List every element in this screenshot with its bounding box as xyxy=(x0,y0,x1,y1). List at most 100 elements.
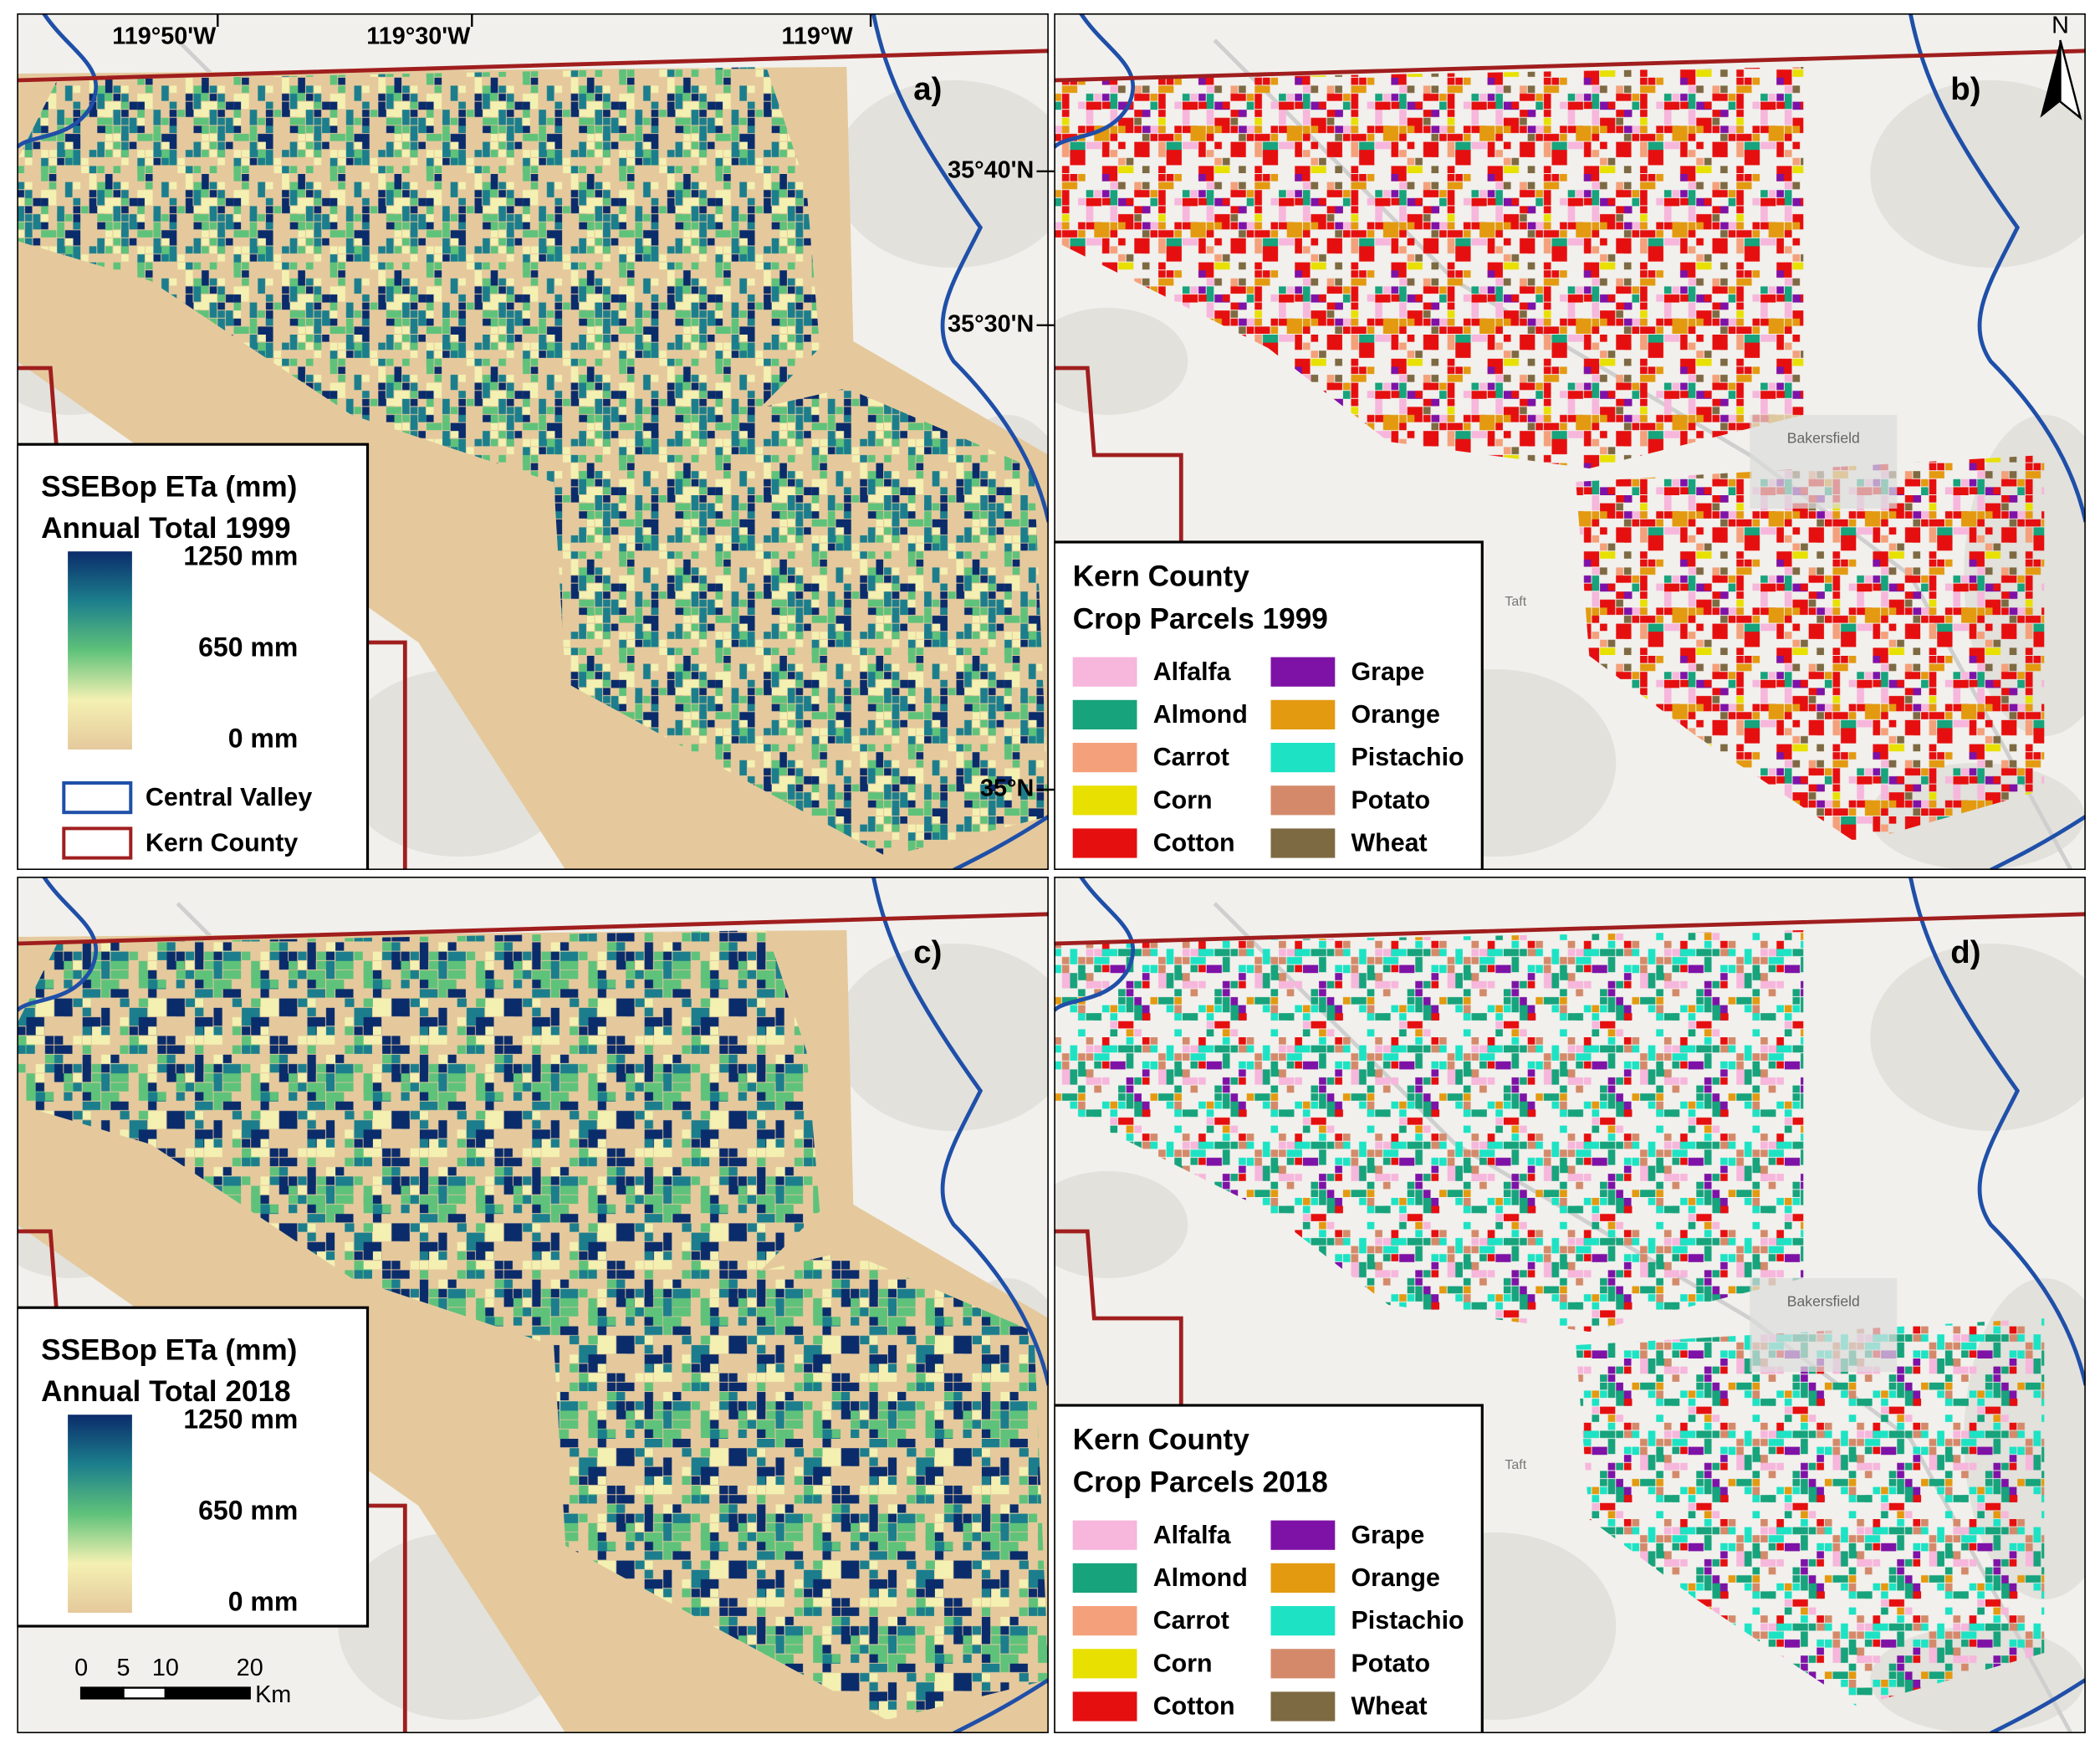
et-parcels xyxy=(552,1251,1049,1720)
legend-title: Annual Total 1999 xyxy=(41,512,291,545)
longitude-label: 119°W xyxy=(782,23,854,49)
legend-label: Orange xyxy=(1351,700,1440,729)
crop-parcels xyxy=(1576,455,2045,843)
legend-swatch xyxy=(1072,1649,1137,1679)
latitude-label: 35°30'N xyxy=(948,310,1034,337)
legend-swatch xyxy=(1072,1563,1137,1593)
et-parcels xyxy=(17,930,820,1345)
legend-label: Potato xyxy=(1351,785,1431,814)
terrain xyxy=(1870,80,2086,268)
legend-swatch xyxy=(62,781,133,815)
scale-tick-label: 0 xyxy=(74,1655,88,1681)
longitude-label: 119°30'W xyxy=(366,23,471,49)
legend-tick-label: 650 mm xyxy=(198,1495,298,1525)
legend-label: Wheat xyxy=(1351,829,1428,857)
legend-ramp xyxy=(68,551,132,750)
latitude-label: 35°40'N xyxy=(948,156,1034,183)
legend-label: Corn xyxy=(1153,1649,1213,1677)
legend-title: Crop Parcels 1999 xyxy=(1073,603,1328,636)
latitude-label: 35°N xyxy=(980,775,1034,802)
legend-title: Kern County xyxy=(1073,560,1250,592)
place-label: Bakersfield xyxy=(1787,429,1860,446)
map-panel: Bakersfield Taft b) Kern County Crop Parcels… xyxy=(1054,13,2086,870)
crop-parcels xyxy=(1054,930,1804,1332)
crop-parcels xyxy=(1576,1318,2045,1706)
legend-swatch xyxy=(1270,699,1336,729)
legend-label: Cotton xyxy=(1153,829,1235,857)
crop-parcels xyxy=(1054,67,1804,468)
legend-swatch xyxy=(1270,1606,1336,1636)
terrain xyxy=(833,80,1049,268)
scale-segment xyxy=(122,1686,167,1700)
panel-label: c) xyxy=(913,934,942,970)
terrain xyxy=(833,944,1049,1131)
legend-label: Alfalfa xyxy=(1153,657,1232,686)
legend-title: SSEBop ETa (mm) xyxy=(41,470,297,503)
north-arrow-head xyxy=(2059,39,2082,120)
scale-tick-label: 5 xyxy=(116,1655,130,1681)
place-label: Taft xyxy=(1505,1458,1526,1472)
central-valley-boundary xyxy=(1054,877,2086,1733)
legend-swatch xyxy=(1270,1691,1336,1722)
graticule: 119°50'W 119°30'W 119°W 35°40'N 35°30'N 35°N xyxy=(112,13,1055,802)
north-label: N xyxy=(2051,13,2069,39)
et-parcels xyxy=(552,388,1049,857)
legend-swatch xyxy=(1270,1649,1336,1679)
scale-unit: Km xyxy=(255,1681,291,1708)
legend-swatch xyxy=(1072,1520,1137,1550)
legend-title: SSEBop ETa (mm) xyxy=(41,1333,297,1366)
city xyxy=(1750,415,1898,509)
central-valley-boundary xyxy=(17,877,1049,1733)
legend-label: Almond xyxy=(1153,1563,1248,1592)
central-valley-boundary xyxy=(17,13,1049,870)
legend-label: Kern County xyxy=(146,829,298,857)
scale-tick-label: 10 xyxy=(152,1655,179,1681)
legend-label: Potato xyxy=(1351,1649,1431,1677)
legend-swatch xyxy=(1072,1691,1137,1722)
map-panel: Bakersfield Taft d) Kern County Crop Parcels… xyxy=(1054,877,2086,1733)
legend-label: Grape xyxy=(1351,1521,1425,1549)
et-parcels xyxy=(17,67,820,482)
terrain xyxy=(1870,944,2086,1131)
legend-label: Carrot xyxy=(1153,1606,1229,1635)
legend-swatch xyxy=(1270,828,1336,858)
legend-swatch xyxy=(1072,657,1137,687)
legend-swatch xyxy=(1270,1520,1336,1550)
legend-tick-label: 650 mm xyxy=(198,632,298,662)
legend-tick-label: 1250 mm xyxy=(183,541,298,571)
place-label: Bakersfield xyxy=(1787,1292,1860,1309)
legend-label: Central Valley xyxy=(146,783,312,811)
legend-swatch xyxy=(1270,1563,1336,1593)
legend-tick-label: 0 mm xyxy=(228,723,299,753)
legend-title: Crop Parcels 2018 xyxy=(1073,1466,1328,1499)
panel-label: d) xyxy=(1950,934,1980,970)
legend-title: Annual Total 2018 xyxy=(41,1375,291,1408)
central-valley-boundary xyxy=(1054,13,2086,870)
legend-ramp xyxy=(68,1415,132,1613)
legend-label: Orange xyxy=(1351,1563,1440,1592)
legend-label: Grape xyxy=(1351,657,1425,686)
legend-label: Wheat xyxy=(1351,1692,1428,1721)
legend-label: Alfalfa xyxy=(1153,1521,1232,1549)
scale-tick-label: 20 xyxy=(237,1655,263,1681)
legend-swatch xyxy=(1270,785,1336,816)
legend-swatch xyxy=(1270,657,1336,687)
legend-swatch xyxy=(1072,743,1137,773)
legend-label: Carrot xyxy=(1153,743,1229,771)
legend-title: Kern County xyxy=(1073,1423,1250,1456)
legend-label: Almond xyxy=(1153,700,1248,729)
legend-swatch xyxy=(1072,1606,1137,1636)
legend-label: Pistachio xyxy=(1351,1606,1464,1635)
legend-label: Corn xyxy=(1153,785,1213,814)
panel-label: a) xyxy=(913,71,942,107)
legend-label: Pistachio xyxy=(1351,743,1464,771)
scale-segment xyxy=(79,1686,125,1700)
city xyxy=(1750,1278,1898,1372)
legend-tick-label: 1250 mm xyxy=(183,1404,298,1435)
panel-label: b) xyxy=(1950,71,1980,107)
scale-segment xyxy=(164,1686,251,1700)
